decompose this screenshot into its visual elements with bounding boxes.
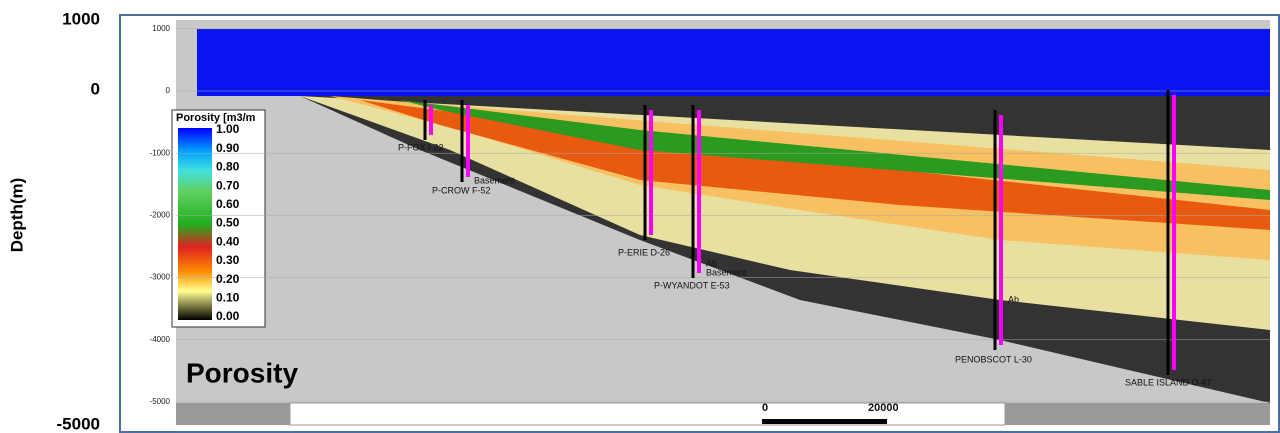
scale-label: 0 bbox=[762, 402, 768, 414]
scale-label: 20000 bbox=[868, 402, 899, 414]
depth-tick: 1000 bbox=[152, 24, 170, 33]
well-name: PENOBSCOT L-30 bbox=[955, 354, 1032, 364]
well-name: P-CROW F-52 bbox=[432, 185, 491, 195]
scroll-right bbox=[1005, 403, 1270, 425]
axis-label: Depth(m) bbox=[7, 178, 26, 253]
legend-label: 0.10 bbox=[216, 290, 240, 304]
sea bbox=[197, 29, 1270, 96]
depth-tick: -4000 bbox=[150, 335, 171, 344]
legend-label: 0.80 bbox=[216, 160, 240, 174]
depth-tick: -5000 bbox=[150, 397, 171, 406]
well-name: P-ERIE D-26 bbox=[618, 247, 670, 257]
depth-tick: 0 bbox=[166, 86, 171, 95]
well-name: P-FOX I-22 bbox=[398, 142, 444, 152]
well-name: SABLE ISLAND O-47 bbox=[1125, 377, 1212, 387]
panel-title: Porosity bbox=[186, 357, 298, 388]
legend-label: 0.20 bbox=[216, 272, 240, 286]
outer-tick: -5000 bbox=[57, 414, 100, 433]
well-note: Basement bbox=[474, 175, 515, 185]
cross-section: Depth(m) Porosity Porosity [m3/m 10000-5… bbox=[0, 0, 1280, 433]
depth-tick: -1000 bbox=[150, 148, 171, 157]
legend-label: 0.40 bbox=[216, 234, 240, 248]
well-name: P-WYANDOT E-53 bbox=[654, 280, 730, 290]
legend-label: 0.60 bbox=[216, 197, 240, 211]
depth-tick: -2000 bbox=[150, 211, 171, 220]
well-note: Ab bbox=[1008, 294, 1019, 304]
legend-label: 0.90 bbox=[216, 141, 240, 155]
legend-bar bbox=[178, 128, 212, 320]
legend-label: 0.50 bbox=[216, 216, 240, 230]
legend-label: 1.00 bbox=[216, 122, 240, 136]
legend-label: 0.00 bbox=[216, 309, 240, 323]
scale-bar bbox=[762, 419, 887, 424]
well-note: Basement bbox=[706, 267, 747, 277]
depth-tick: -3000 bbox=[150, 273, 171, 282]
legend-label: 0.30 bbox=[216, 253, 240, 267]
outer-tick: 1000 bbox=[62, 9, 100, 28]
outer-tick: 0 bbox=[91, 79, 100, 98]
legend-label: 0.70 bbox=[216, 178, 240, 192]
scroll-left bbox=[176, 403, 290, 425]
